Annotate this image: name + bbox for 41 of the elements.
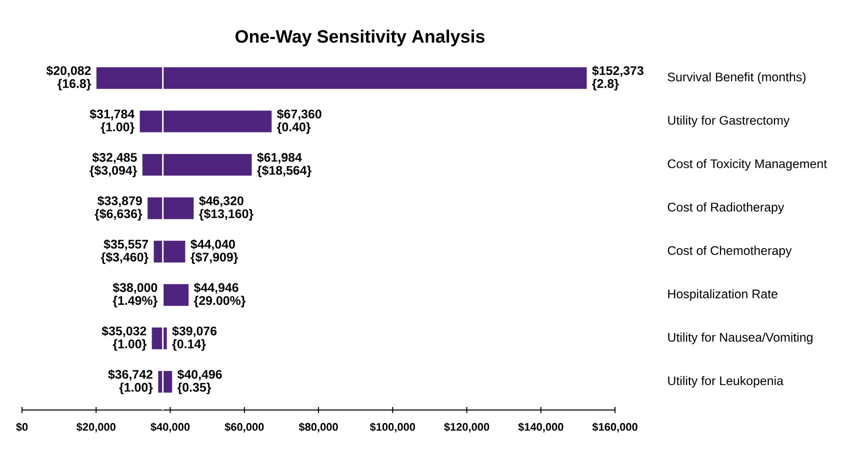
annotation: $35,557 {$3,460} [101,239,148,264]
x-tick-label: $0 [16,422,28,432]
x-tick-label: $100,000 [370,422,416,432]
annotation: $31,784 {1.00} [90,109,135,134]
annotation: $61,984 {$18,564} [257,152,312,178]
annotation: $38,000 {1.49%} [112,282,158,308]
annotation: $67,360 {0.40} [277,109,322,134]
annotation: $36,742 {1.00} [108,369,153,394]
annotation: $46,320 {$13,160} [199,196,254,221]
bar [140,110,272,132]
annotation: $35,032 {1.00} [102,326,146,351]
annotation: $39,076 {0.14} [172,326,217,351]
bar [148,197,194,220]
x-tick-label: $120,000 [444,422,490,432]
x-tick-label: $20,000 [76,422,116,432]
bar [152,328,167,350]
y-tick-label: Utility for Leukopenia [668,376,784,388]
y-tick-label: Survival Benefit (months) [668,72,806,84]
annotation: $33,879 {$6,636} [94,196,142,221]
chart-title: One-Way Sensitivity Analysis [235,30,484,46]
x-tick-label: $40,000 [150,422,190,432]
annotation: $20,082 {16.8} [46,66,92,90]
bar [154,240,186,262]
y-tick-label: Cost of Toxicity Management [668,159,827,171]
y-tick-label: Hospitalization Rate [668,289,778,301]
annotation: $44,040 {$7,909} [190,239,238,264]
x-tick-label: $80,000 [298,422,338,432]
y-tick-label: Utility for Nausea/Vomiting [668,332,812,344]
y-tick-label: Cost of Radiotherapy [668,202,784,214]
annotation: $40,496 {0.35} [177,369,222,394]
bar [162,284,189,306]
annotation: $152,373 {2.8} [592,66,644,90]
x-tick-label: $60,000 [224,422,264,432]
x-tick-label: $140,000 [518,422,564,432]
y-tick-label: Cost of Chemotherapy [668,246,792,258]
bar [142,154,252,176]
annotation: $32,485 {$3,094} [90,152,137,178]
annotation: $44,946 {29.00%} [194,282,246,308]
y-tick-label: Utility for Gastrectomy [668,116,790,128]
bar [96,67,587,89]
x-tick-label: $160,000 [592,422,638,432]
